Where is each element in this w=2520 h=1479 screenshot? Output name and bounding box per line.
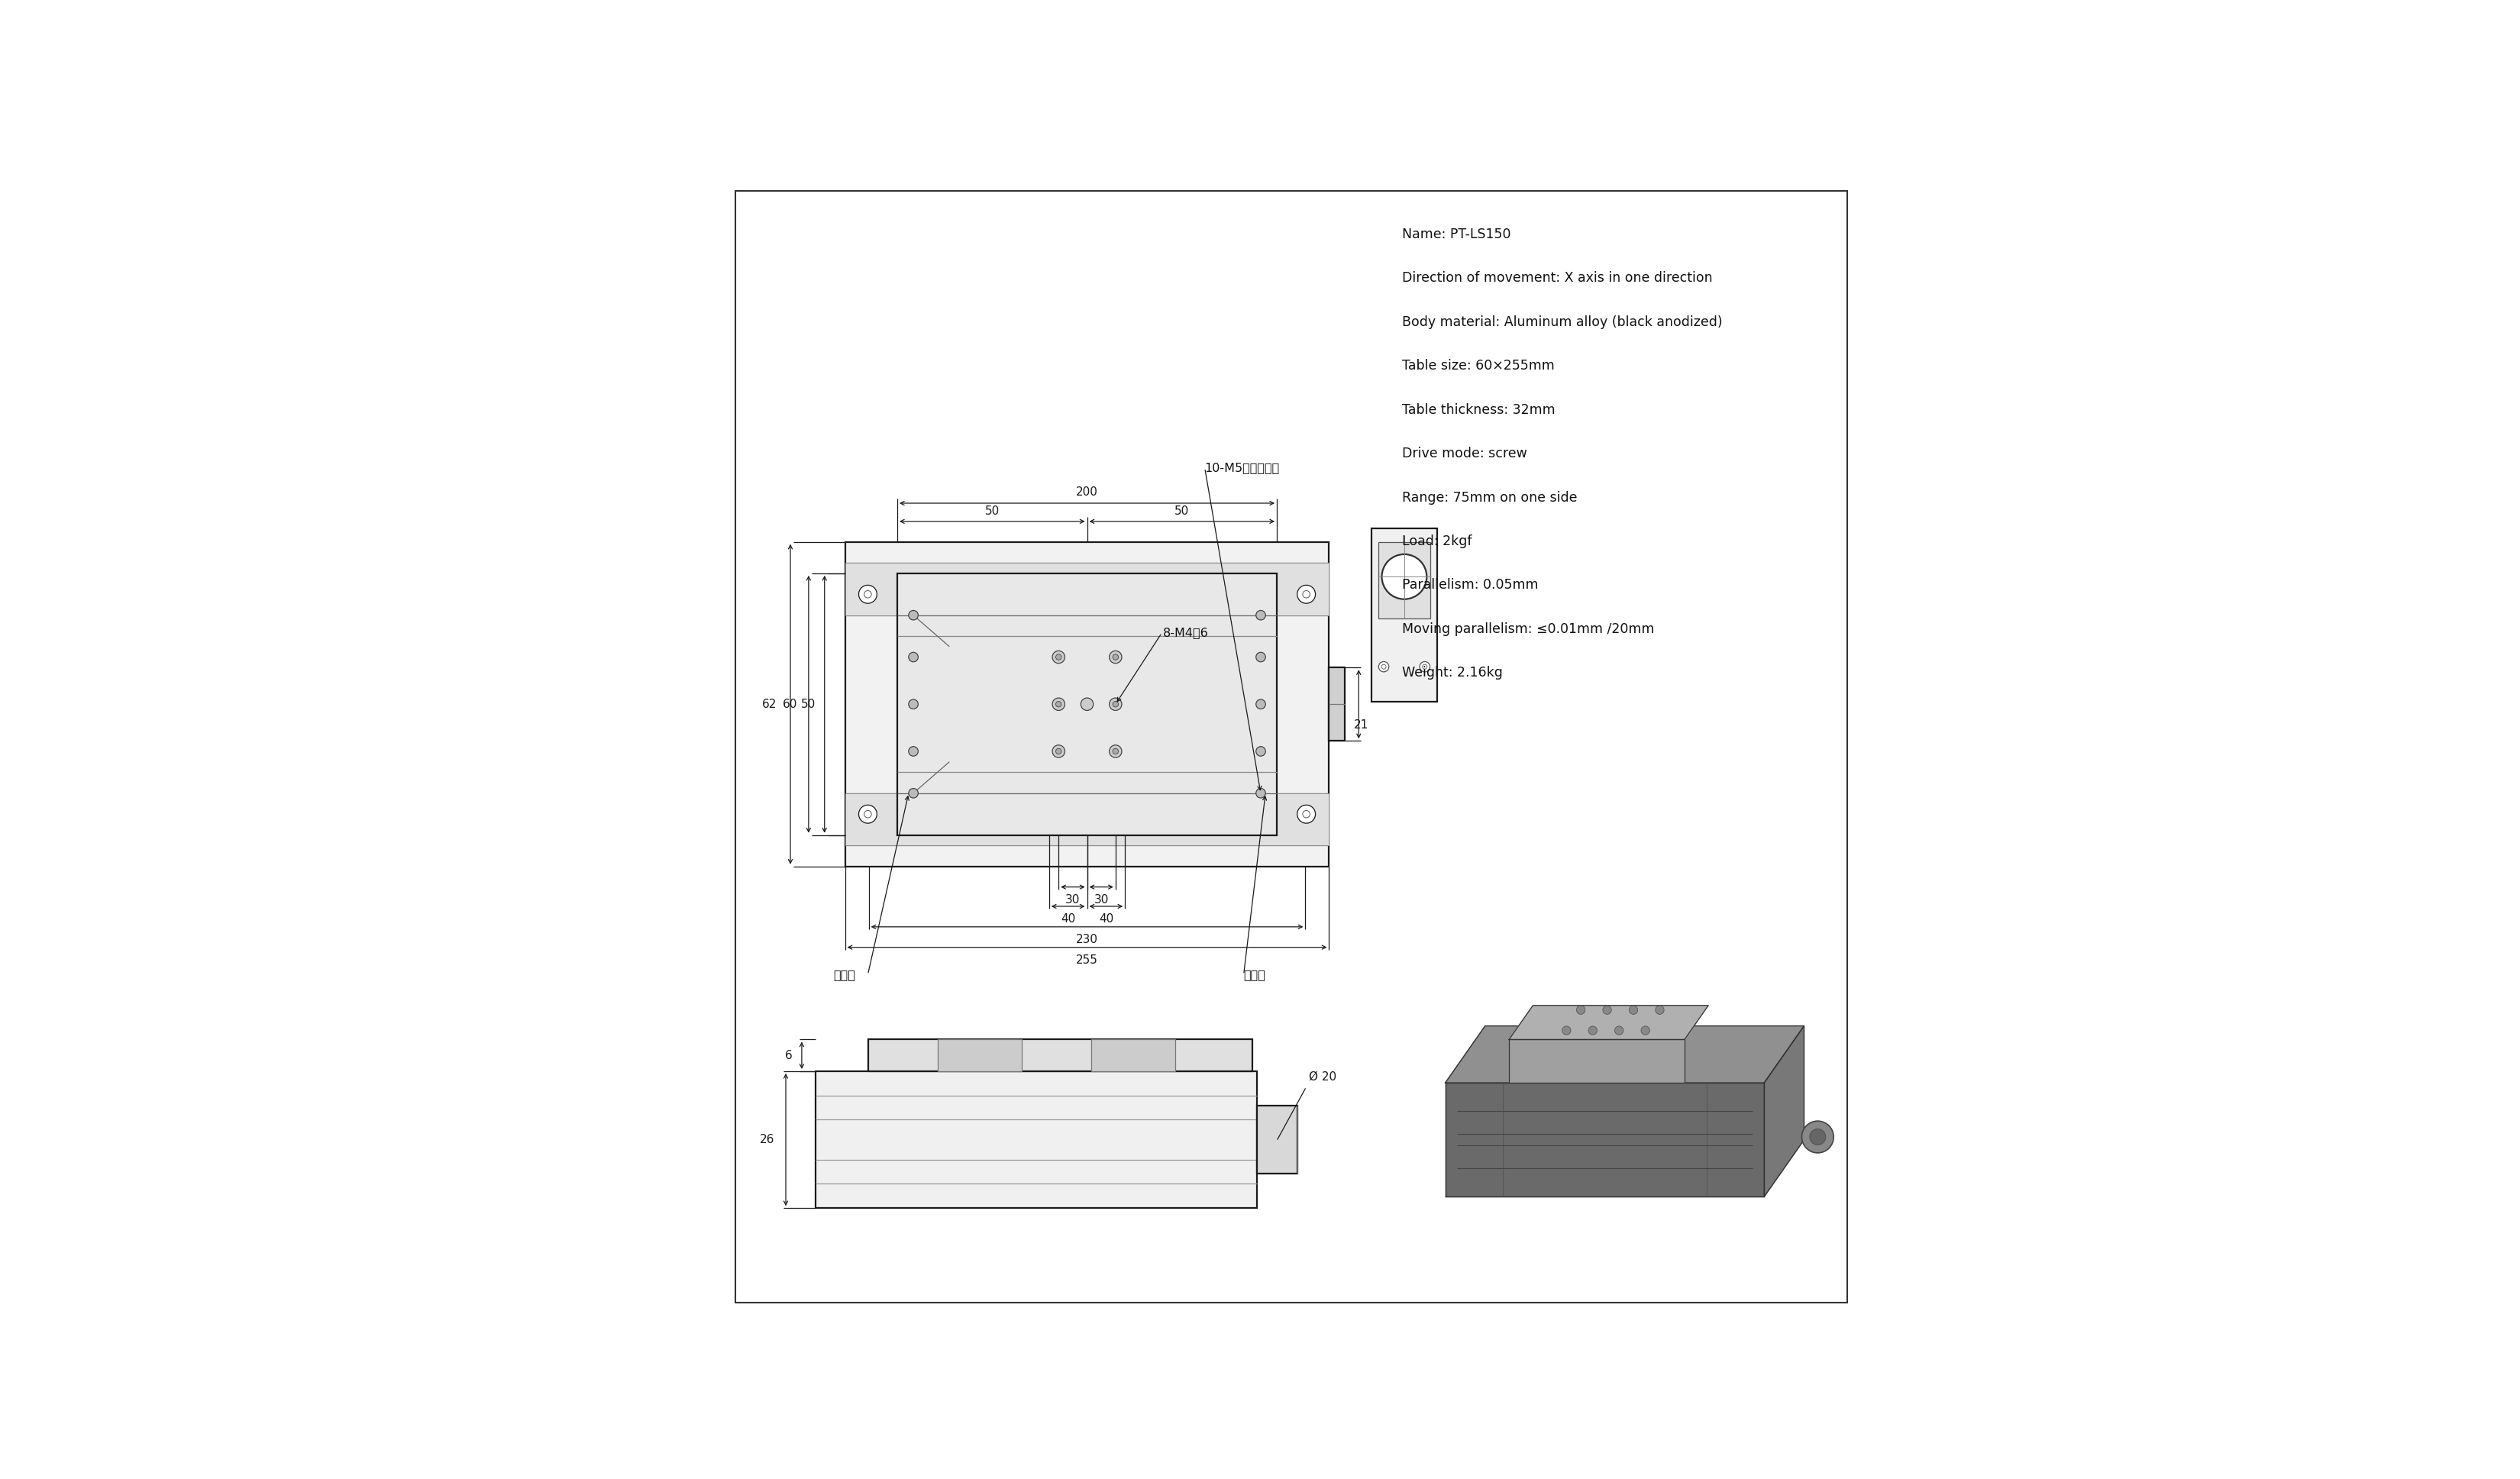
Circle shape — [1588, 1026, 1598, 1035]
Circle shape — [1378, 661, 1389, 671]
Circle shape — [910, 747, 917, 756]
Text: Parallelism: 0.05mm: Parallelism: 0.05mm — [1401, 578, 1537, 592]
Circle shape — [864, 810, 872, 818]
Bar — [1091, 1040, 1174, 1071]
Text: 230: 230 — [1076, 933, 1099, 945]
Text: 8-M4深6: 8-M4深6 — [1164, 627, 1210, 639]
Circle shape — [859, 586, 877, 603]
Circle shape — [1303, 590, 1310, 598]
Bar — [1378, 543, 1431, 618]
Circle shape — [1053, 745, 1066, 757]
Circle shape — [1381, 555, 1426, 599]
Text: 60: 60 — [781, 698, 796, 710]
Circle shape — [1255, 700, 1265, 708]
Text: Name: PT-LS150: Name: PT-LS150 — [1401, 228, 1512, 241]
Text: Ø 20: Ø 20 — [1308, 1071, 1336, 1083]
Text: Range: 75mm on one side: Range: 75mm on one side — [1401, 491, 1578, 504]
Polygon shape — [1446, 1083, 1764, 1197]
Circle shape — [1578, 1006, 1585, 1015]
Circle shape — [1562, 1026, 1570, 1035]
Text: Drive mode: screw: Drive mode: screw — [1401, 447, 1527, 460]
Text: 6: 6 — [786, 1050, 794, 1060]
Text: 21: 21 — [1353, 719, 1368, 731]
Circle shape — [1419, 661, 1429, 671]
Circle shape — [1641, 1026, 1651, 1035]
Circle shape — [864, 590, 872, 598]
Circle shape — [1421, 664, 1426, 669]
Circle shape — [1603, 1006, 1610, 1015]
Circle shape — [1056, 748, 1061, 754]
Text: 200: 200 — [1076, 487, 1099, 497]
Text: Table size: 60×255mm: Table size: 60×255mm — [1401, 359, 1555, 373]
Text: Direction of movement: X axis in one direction: Direction of movement: X axis in one dir… — [1401, 272, 1714, 285]
Text: 255: 255 — [1076, 954, 1099, 966]
Circle shape — [1114, 701, 1119, 707]
Circle shape — [910, 788, 917, 799]
Text: 40: 40 — [1061, 913, 1076, 924]
Circle shape — [1656, 1006, 1663, 1015]
Circle shape — [1081, 698, 1094, 710]
Text: 50: 50 — [801, 698, 816, 710]
Circle shape — [1053, 651, 1066, 664]
Text: Moving parallelism: ≤0.01mm /20mm: Moving parallelism: ≤0.01mm /20mm — [1401, 623, 1653, 636]
Circle shape — [1615, 1026, 1623, 1035]
Text: 30: 30 — [1066, 893, 1081, 905]
Circle shape — [910, 611, 917, 620]
Polygon shape — [1764, 1026, 1804, 1197]
Circle shape — [1114, 654, 1119, 660]
Text: 左螺纹: 左螺纹 — [1245, 969, 1265, 981]
Circle shape — [1255, 652, 1265, 663]
Circle shape — [1628, 1006, 1638, 1015]
Text: 50: 50 — [985, 506, 1000, 516]
Circle shape — [1303, 810, 1310, 818]
Circle shape — [910, 652, 917, 663]
Bar — [869, 1040, 1252, 1071]
Circle shape — [1255, 788, 1265, 799]
Polygon shape — [1446, 1026, 1804, 1083]
Bar — [1371, 528, 1436, 701]
Bar — [1328, 667, 1346, 741]
Bar — [897, 574, 1278, 836]
Circle shape — [1109, 745, 1121, 757]
Bar — [816, 1071, 1257, 1208]
Text: 30: 30 — [1094, 893, 1109, 905]
Text: 右螺纹: 右螺纹 — [834, 969, 857, 981]
Text: Weight: 2.16kg: Weight: 2.16kg — [1401, 666, 1502, 680]
Circle shape — [859, 805, 877, 824]
Text: Body material: Aluminum alloy (black anodized): Body material: Aluminum alloy (black ano… — [1401, 315, 1721, 328]
Text: 40: 40 — [1099, 913, 1114, 924]
Text: 50: 50 — [1174, 506, 1189, 516]
Circle shape — [1109, 651, 1121, 664]
Circle shape — [1809, 1128, 1824, 1145]
Circle shape — [1056, 654, 1061, 660]
Circle shape — [910, 700, 917, 708]
Circle shape — [1255, 611, 1265, 620]
Circle shape — [1298, 805, 1315, 824]
Polygon shape — [1509, 1006, 1709, 1040]
Circle shape — [1802, 1121, 1835, 1154]
Circle shape — [1381, 664, 1386, 669]
Text: Table thickness: 32mm: Table thickness: 32mm — [1401, 402, 1555, 417]
Circle shape — [1056, 701, 1061, 707]
Text: Load: 2kgf: Load: 2kgf — [1401, 534, 1472, 549]
Polygon shape — [1509, 1040, 1683, 1083]
Bar — [844, 793, 1328, 846]
Circle shape — [1298, 586, 1315, 603]
Bar — [844, 563, 1328, 615]
Circle shape — [1255, 747, 1265, 756]
Text: 26: 26 — [759, 1134, 774, 1145]
Bar — [1257, 1105, 1298, 1174]
Circle shape — [1114, 748, 1119, 754]
Bar — [844, 541, 1328, 867]
Circle shape — [1109, 698, 1121, 710]
Circle shape — [1053, 698, 1066, 710]
Bar — [937, 1040, 1023, 1071]
Text: 62: 62 — [761, 698, 776, 710]
Text: 10-M5螺丝用沉孔: 10-M5螺丝用沉孔 — [1205, 461, 1280, 473]
